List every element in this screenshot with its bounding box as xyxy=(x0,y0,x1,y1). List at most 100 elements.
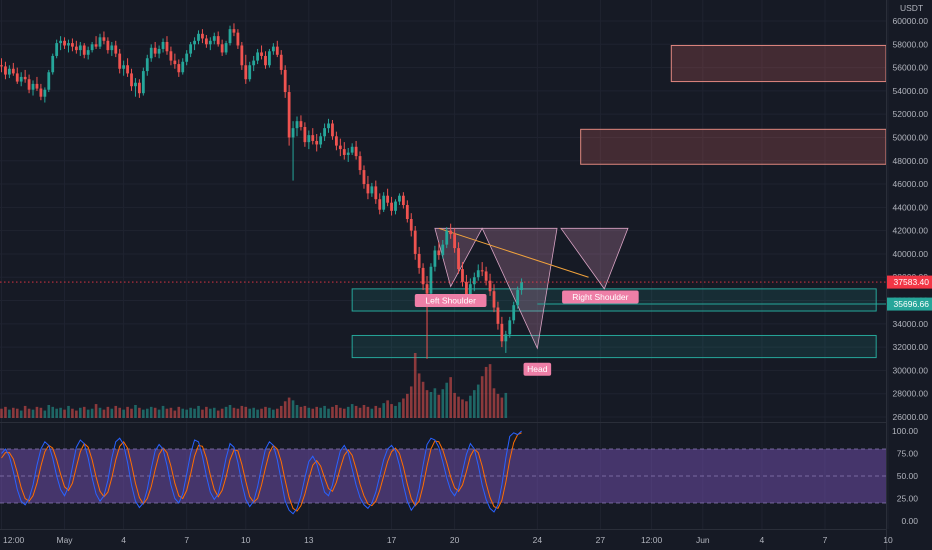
volume-bar xyxy=(79,407,82,418)
volume-bar xyxy=(323,405,326,418)
price-tick-label: 32000.00 xyxy=(893,342,929,352)
price-tick-label: 34000.00 xyxy=(893,319,929,329)
candle-body xyxy=(398,195,401,202)
volume-bar xyxy=(469,395,472,418)
candle-body xyxy=(421,267,425,285)
candle-body xyxy=(15,73,19,82)
price-tick-label: 58000.00 xyxy=(893,39,929,49)
stoch-k-line xyxy=(1,430,522,515)
volume-bar xyxy=(134,405,137,418)
candle-body xyxy=(362,170,366,185)
volume-bar xyxy=(417,373,421,418)
volume-bar xyxy=(209,408,212,418)
volume-bar xyxy=(264,406,267,418)
candle-body xyxy=(224,43,228,53)
candle-body xyxy=(256,52,259,61)
volume-bar xyxy=(189,407,192,418)
candle-body xyxy=(461,269,464,282)
volume-bar xyxy=(126,406,129,418)
support-zone-4 xyxy=(351,334,877,359)
volume-bar xyxy=(279,405,283,418)
volume-bar xyxy=(138,407,141,418)
price-axis[interactable]: USDT 26000.00 28000.00 30000.00 32000.00 340… xyxy=(893,3,929,422)
price-tick-label: 44000.00 xyxy=(893,202,929,212)
volume-bar xyxy=(8,409,11,418)
volume-bar xyxy=(398,402,401,418)
pattern-labels: Left Shoulder Head Right Shoulder xyxy=(414,290,639,376)
candle-body xyxy=(94,44,98,47)
volume-bar xyxy=(114,405,118,418)
current-price-pill xyxy=(887,297,932,311)
candle-body xyxy=(441,244,445,256)
stoch-tick-label: 75.00 xyxy=(897,449,919,459)
volume-bar xyxy=(362,405,366,418)
candle-body xyxy=(149,47,153,59)
volume-bar xyxy=(197,405,200,418)
volume-bar xyxy=(413,353,417,418)
candle-body xyxy=(279,54,283,70)
candle-body xyxy=(342,149,346,155)
candle-body xyxy=(212,36,216,41)
candle-body xyxy=(189,44,193,54)
candle-body xyxy=(153,47,157,54)
candle-body xyxy=(453,234,456,249)
candle-body xyxy=(106,40,110,51)
candle-body xyxy=(504,334,508,342)
volume-bar xyxy=(394,405,397,418)
volume-bar xyxy=(71,408,74,418)
time-tick-label: 13 xyxy=(304,535,314,545)
candle-body xyxy=(338,145,342,150)
candle-body xyxy=(370,186,374,194)
candle-body xyxy=(354,146,358,157)
candle-body xyxy=(240,45,244,66)
stochastic-pane xyxy=(0,430,886,515)
volume-bar xyxy=(31,409,35,418)
price-lines xyxy=(0,281,886,305)
time-tick-label: 20 xyxy=(450,535,460,545)
candle-body xyxy=(331,123,334,137)
candle-body xyxy=(11,68,15,74)
candlesticks xyxy=(0,23,523,359)
volume-bar xyxy=(75,410,78,418)
candle-body xyxy=(417,253,421,268)
volume-bar xyxy=(378,407,382,418)
volume-bar xyxy=(276,408,279,418)
candle-body xyxy=(382,195,386,210)
candle-body xyxy=(19,76,23,82)
candle-body xyxy=(204,38,208,45)
candle-body xyxy=(126,65,129,74)
candle-body xyxy=(98,37,102,47)
volume-bar xyxy=(39,407,43,418)
candle-body xyxy=(327,123,330,129)
candle-body xyxy=(78,45,82,51)
volume-bar xyxy=(212,407,216,418)
candle-body xyxy=(275,46,279,55)
volume-bar xyxy=(315,406,318,418)
candle-body xyxy=(122,65,126,69)
last-price-pill xyxy=(887,275,932,289)
volume-bar xyxy=(149,406,153,418)
candle-body xyxy=(7,68,11,75)
price-pills: 37583.40 35696.66 xyxy=(887,275,932,311)
candle-body xyxy=(220,44,224,53)
volume-bar xyxy=(118,407,121,418)
time-tick-label: May xyxy=(57,535,74,545)
candle-body xyxy=(413,230,417,254)
candle-body xyxy=(39,88,43,97)
candle-body xyxy=(500,323,504,342)
volume-bar xyxy=(303,405,307,418)
volume-bar xyxy=(339,407,342,418)
price-tick-label: 26000.00 xyxy=(893,412,929,422)
candle-body xyxy=(173,60,177,65)
volume-bar xyxy=(307,407,311,418)
time-axis[interactable]: 12:00 May 4 7 10 13 17 20 24 27 12:00 Jun 4 7 10 xyxy=(3,535,893,545)
candle-body xyxy=(177,64,181,73)
resistance-zone-2 xyxy=(580,128,887,165)
volume-bar xyxy=(252,407,255,418)
volume-bar xyxy=(488,364,492,418)
candle-body xyxy=(429,266,433,294)
volume-bar xyxy=(142,409,145,418)
volume-bar xyxy=(169,407,173,418)
candle-body xyxy=(197,33,200,41)
